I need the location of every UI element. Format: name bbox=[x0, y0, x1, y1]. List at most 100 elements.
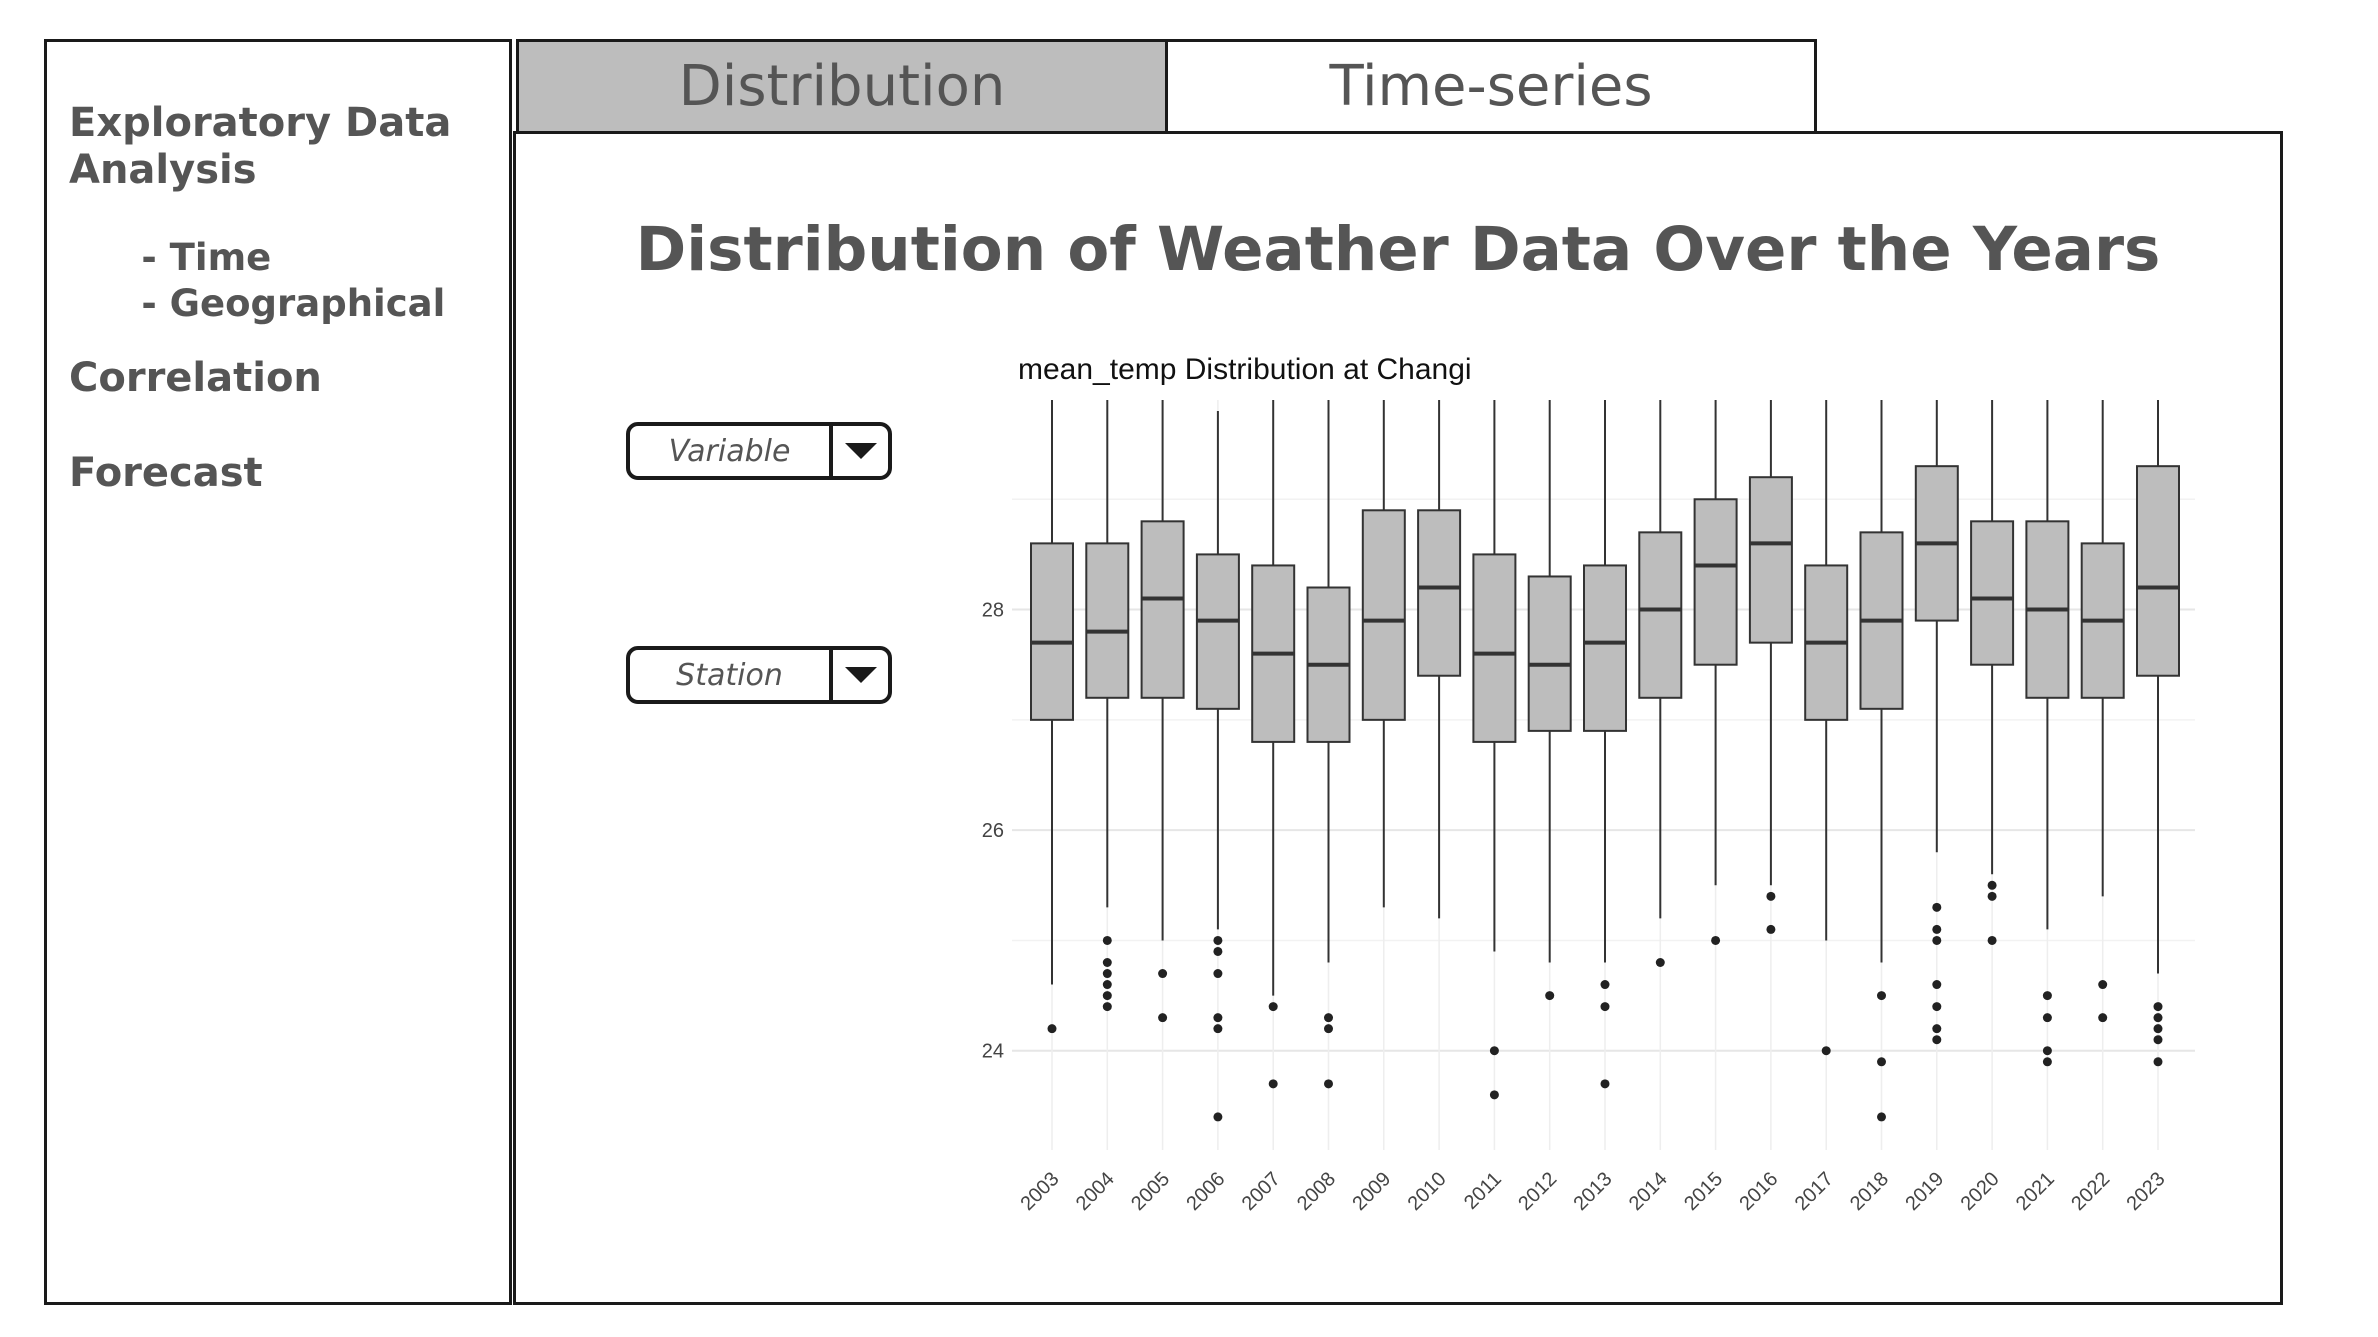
outlier-point bbox=[1987, 891, 1997, 901]
box-iqr bbox=[1970, 520, 2015, 666]
station-dropdown[interactable]: Station bbox=[626, 646, 892, 704]
box-2019 bbox=[1914, 400, 1959, 1045]
outlier-point bbox=[2098, 1013, 2108, 1023]
outlier-point bbox=[1711, 935, 1721, 945]
box-iqr bbox=[1583, 564, 1627, 732]
outlier-point bbox=[1102, 980, 1112, 990]
box-iqr bbox=[1195, 553, 1240, 710]
x-tick-label: 2012 bbox=[1514, 1168, 1561, 1215]
box-2018 bbox=[1859, 400, 1904, 1122]
chart-y-axis: 24 26 28 bbox=[982, 600, 1004, 1063]
outlier-point bbox=[1600, 1002, 1610, 1012]
box-2012 bbox=[1527, 400, 1572, 1001]
x-tick-label: 2021 bbox=[2012, 1168, 2059, 1215]
y-tick-label: 26 bbox=[982, 820, 1004, 842]
variable-dropdown[interactable]: Variable bbox=[626, 422, 892, 480]
box-2011 bbox=[1472, 400, 1517, 1100]
outlier-point bbox=[1600, 980, 1610, 990]
outlier-point bbox=[1324, 1024, 1333, 1034]
outlier-point bbox=[1877, 1057, 1886, 1067]
box-2021 bbox=[2025, 400, 2070, 1067]
box-2008 bbox=[1306, 400, 1351, 1089]
box-2003 bbox=[1030, 400, 1074, 1034]
chart-grid bbox=[1012, 400, 2195, 1150]
outlier-point bbox=[1877, 1112, 1886, 1122]
outlier-point bbox=[1932, 1035, 1942, 1045]
outlier-point bbox=[1102, 1002, 1112, 1012]
y-tick-label: 24 bbox=[982, 1041, 1004, 1063]
outlier-point bbox=[1324, 1079, 1333, 1089]
box-iqr bbox=[2136, 465, 2180, 677]
outlier-point bbox=[1877, 991, 1886, 1001]
box-2007 bbox=[1251, 400, 1296, 1089]
x-tick-label: 2013 bbox=[1570, 1168, 1617, 1215]
nav-correlation-label: Correlation bbox=[69, 355, 322, 401]
box-2022 bbox=[2080, 400, 2125, 1023]
box-iqr bbox=[1030, 542, 1074, 721]
outlier-point bbox=[1158, 969, 1168, 979]
tab-distribution[interactable]: Distribution bbox=[516, 39, 1168, 134]
x-tick-label: 2007 bbox=[1238, 1168, 1285, 1215]
x-tick-label: 2017 bbox=[1791, 1168, 1838, 1215]
chart-title: mean_temp Distribution at Changi bbox=[1018, 353, 1472, 386]
x-tick-label: 2011 bbox=[1460, 1168, 1506, 1214]
outlier-point bbox=[1545, 991, 1555, 1001]
variable-dropdown-toggle[interactable] bbox=[829, 426, 888, 476]
x-tick-label: 2020 bbox=[1957, 1168, 2004, 1215]
station-dropdown-label: Station bbox=[676, 657, 783, 693]
nav-eda-label: Exploratory Data Analysis bbox=[69, 100, 452, 193]
outlier-point bbox=[2042, 991, 2052, 1001]
box-iqr bbox=[1140, 520, 1185, 699]
y-tick-label: 28 bbox=[982, 600, 1004, 622]
outlier-point bbox=[1213, 946, 1223, 956]
nav-forecast[interactable]: Forecast bbox=[69, 450, 263, 497]
box-2015 bbox=[1693, 400, 1738, 945]
nav-eda-time[interactable]: - Time bbox=[77, 192, 271, 324]
outlier-point bbox=[1158, 1013, 1168, 1023]
box-2005 bbox=[1140, 400, 1185, 1023]
box-iqr bbox=[1527, 575, 1572, 732]
x-tick-label: 2005 bbox=[1127, 1168, 1174, 1215]
outlier-point bbox=[1102, 991, 1112, 1001]
outlier-point bbox=[1655, 958, 1665, 967]
x-tick-label: 2010 bbox=[1404, 1168, 1451, 1215]
box-2013 bbox=[1583, 400, 1627, 1089]
box-iqr bbox=[1638, 531, 1683, 699]
box-iqr bbox=[1085, 542, 1130, 699]
tab-time-series[interactable]: Time-series bbox=[1165, 39, 1817, 134]
outlier-point bbox=[1213, 1024, 1223, 1034]
nav-correlation[interactable]: Correlation bbox=[69, 355, 322, 402]
box-2017 bbox=[1804, 400, 1849, 1056]
chart-x-axis: 2003 2004 2005 2006 2007 2008 2009 2010 2011 2012… bbox=[1017, 1168, 2170, 1215]
nav-forecast-label: Forecast bbox=[69, 450, 263, 496]
station-dropdown-toggle[interactable] bbox=[829, 650, 888, 700]
x-tick-label: 2008 bbox=[1293, 1168, 1340, 1215]
sidebar: Exploratory Data Analysis - Time - Geogr… bbox=[44, 39, 512, 1305]
outlier-point bbox=[1102, 958, 1112, 967]
box-iqr bbox=[1748, 476, 1793, 644]
outlier-point bbox=[1932, 902, 1942, 912]
outlier-point bbox=[1987, 880, 1997, 890]
x-tick-label: 2003 bbox=[1017, 1168, 1064, 1215]
outlier-point bbox=[1047, 1024, 1057, 1034]
caret-down-icon bbox=[844, 667, 877, 683]
x-tick-label: 2016 bbox=[1735, 1168, 1782, 1215]
outlier-point bbox=[1821, 1046, 1831, 1056]
outlier-point bbox=[2098, 980, 2108, 990]
outlier-point bbox=[2153, 1024, 2163, 1034]
x-tick-label: 2023 bbox=[2123, 1168, 2170, 1215]
outlier-point bbox=[2153, 1057, 2163, 1067]
nav-eda[interactable]: Exploratory Data Analysis bbox=[69, 100, 489, 194]
x-tick-label: 2006 bbox=[1182, 1168, 1229, 1215]
box-2010 bbox=[1417, 400, 1462, 919]
outlier-point bbox=[1766, 891, 1776, 901]
nav-eda-geographical[interactable]: - Geographical bbox=[77, 238, 445, 370]
caret-down-icon bbox=[844, 443, 877, 459]
outlier-point bbox=[1932, 924, 1942, 934]
outlier-point bbox=[1102, 969, 1112, 979]
tab-time-series-label: Time-series bbox=[1329, 54, 1653, 119]
x-tick-label: 2015 bbox=[1680, 1168, 1727, 1215]
outlier-point bbox=[2042, 1057, 2052, 1067]
box-2020 bbox=[1970, 400, 2015, 945]
box-iqr bbox=[1693, 498, 1738, 666]
